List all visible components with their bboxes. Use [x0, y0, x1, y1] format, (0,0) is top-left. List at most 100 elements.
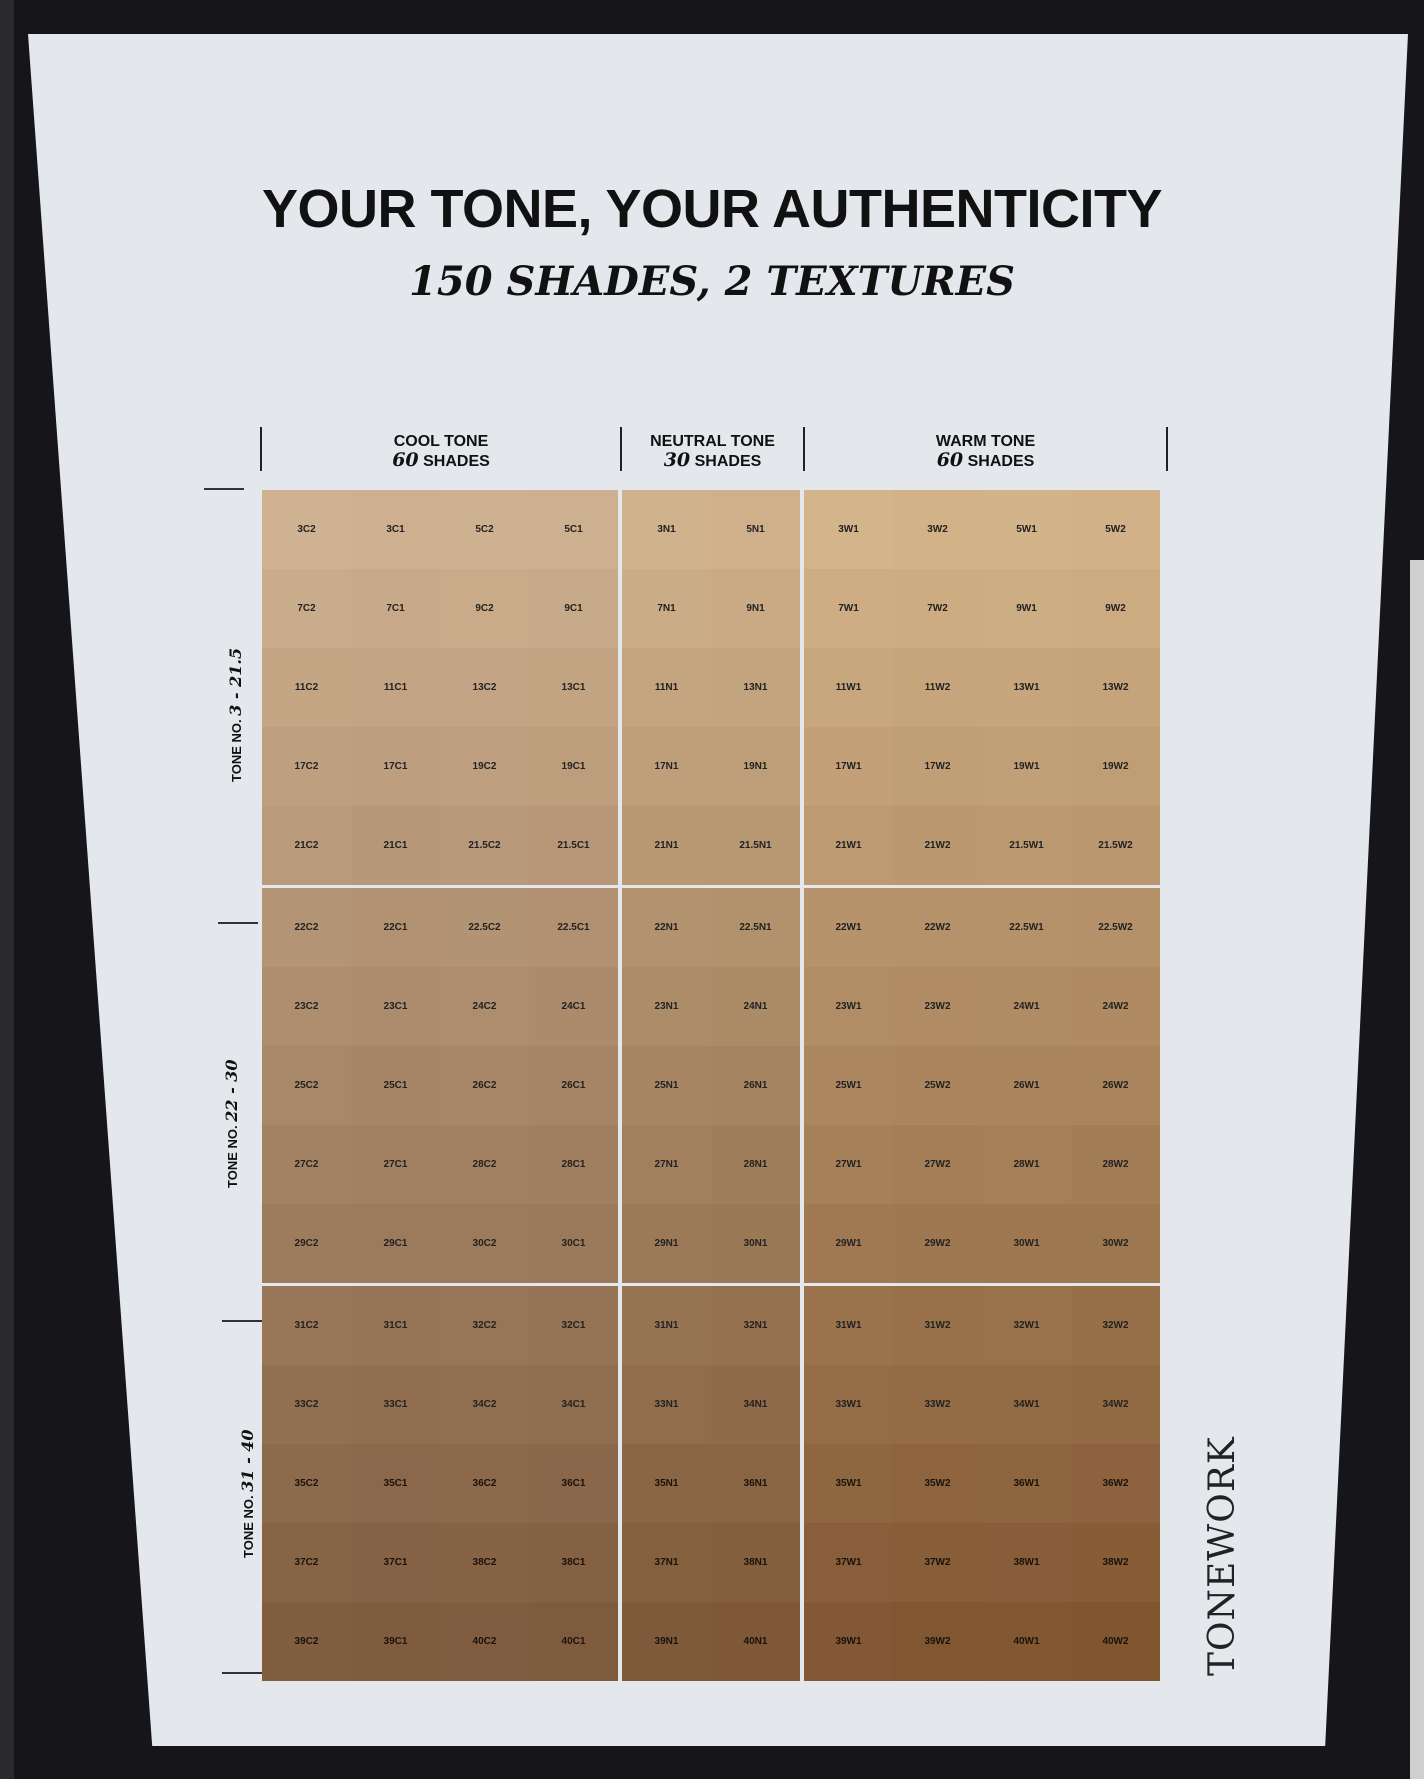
shade-swatch: 34W2	[1071, 1365, 1160, 1444]
shade-swatch: 34C1	[529, 1365, 618, 1444]
header-divider	[803, 427, 805, 471]
shade-swatch: 5C2	[440, 490, 529, 569]
shade-swatch: 27C2	[262, 1125, 351, 1204]
shade-swatch: 40W2	[1071, 1602, 1160, 1681]
shade-swatch: 28N1	[711, 1125, 800, 1204]
shade-swatch: 23W1	[804, 967, 893, 1046]
side-label-medium: TONE NO. 22 - 30	[222, 1059, 243, 1188]
shade-swatch: 36C1	[529, 1444, 618, 1523]
background-left	[0, 0, 14, 1779]
shade-swatch: 29C2	[262, 1204, 351, 1283]
shade-swatch: 36W1	[982, 1444, 1071, 1523]
shade-swatch: 17C1	[351, 727, 440, 806]
header-divider	[1166, 427, 1168, 471]
shade-swatch: 24W2	[1071, 967, 1160, 1046]
shade-swatch: 38C2	[440, 1523, 529, 1602]
shade-swatch: 25N1	[622, 1046, 711, 1125]
shade-swatch: 13C2	[440, 648, 529, 727]
shade-swatch: 21W2	[893, 806, 982, 885]
shade-swatch: 32W1	[982, 1286, 1071, 1365]
shade-swatch: 31C2	[262, 1286, 351, 1365]
shade-swatch: 22N1	[622, 888, 711, 967]
header-unit: SHADES	[967, 453, 1035, 470]
shade-swatch: 19N1	[711, 727, 800, 806]
side-label-prefix: TONE NO.	[225, 1125, 240, 1188]
shade-swatch: 28C1	[529, 1125, 618, 1204]
shade-swatch: 21.5N1	[711, 806, 800, 885]
shade-swatch: 3C1	[351, 490, 440, 569]
shade-swatch: 37C2	[262, 1523, 351, 1602]
shade-swatch: 3W1	[804, 490, 893, 569]
header-warm: WARM TONE 60 SHADES	[805, 432, 1166, 471]
shade-swatch: 23C1	[351, 967, 440, 1046]
shade-swatch: 5N1	[711, 490, 800, 569]
shade-swatch: 23C2	[262, 967, 351, 1046]
shade-swatch: 22C1	[351, 888, 440, 967]
header-cool: COOL TONE 60 SHADES	[262, 432, 620, 471]
shade-swatch: 9W1	[982, 569, 1071, 648]
shade-group-warm: 3W1 3W2 5W1 5W2 7W1 7W2 9W1 9W2 11W1 11W2 13W1 13W2…	[804, 490, 1160, 885]
shade-swatch: 9N1	[711, 569, 800, 648]
shade-swatch: 11W2	[893, 648, 982, 727]
brand-logo: TONEWORK	[1202, 1436, 1243, 1676]
header-count: 60	[392, 449, 419, 471]
shade-swatch: 19C2	[440, 727, 529, 806]
shade-swatch: 29C1	[351, 1204, 440, 1283]
shade-swatch: 31N1	[622, 1286, 711, 1365]
shade-swatch: 21W1	[804, 806, 893, 885]
shade-swatch: 30W1	[982, 1204, 1071, 1283]
shade-swatch: 24N1	[711, 967, 800, 1046]
shade-swatch: 21.5C2	[440, 806, 529, 885]
shade-swatch: 11C1	[351, 648, 440, 727]
shade-swatch: 11C2	[262, 648, 351, 727]
shade-swatch: 17W2	[893, 727, 982, 806]
side-label-light: TONE NO. 3 - 21.5	[226, 648, 247, 782]
shade-swatch: 29N1	[622, 1204, 711, 1283]
shade-swatch: 25W2	[893, 1046, 982, 1125]
shade-swatch: 37W1	[804, 1523, 893, 1602]
shade-swatch: 28W2	[1071, 1125, 1160, 1204]
shade-group-neutral: 3N1 5N1 7N1 9N1 11N1 13N1 17N1 19N1 21N1 21.5N1	[622, 490, 800, 885]
shade-group-cool: 3C2 3C1 5C2 5C1 7C2 7C1 9C2 9C1 11C2 11C1 13C2 13C1…	[262, 490, 618, 885]
shade-swatch: 39W2	[893, 1602, 982, 1681]
side-label-range: 31 - 40	[238, 1429, 257, 1492]
tone-range-tick	[218, 922, 258, 924]
shade-swatch: 32C1	[529, 1286, 618, 1365]
shade-swatch: 39C2	[262, 1602, 351, 1681]
shade-swatch: 31W2	[893, 1286, 982, 1365]
shade-group-neutral: 31N1 32N1 33N1 34N1 35N1 36N1 37N1 38N1 39N1 40N1	[622, 1286, 800, 1681]
shade-swatch: 7W2	[893, 569, 982, 648]
header-name: COOL TONE	[393, 433, 489, 450]
shade-group-neutral: 22N1 22.5N1 23N1 24N1 25N1 26N1 27N1 28N1 29N1 30…	[622, 888, 800, 1283]
shade-swatch: 40W1	[982, 1602, 1071, 1681]
shade-swatch: 9W2	[1071, 569, 1160, 648]
shade-swatch: 13W2	[1071, 648, 1160, 727]
shade-swatch: 21C1	[351, 806, 440, 885]
shade-swatch: 22C2	[262, 888, 351, 967]
header-name: NEUTRAL TONE	[650, 433, 775, 450]
shade-group-cool: 22C2 22C1 22.5C2 22.5C1 23C2 23C1 24C2 24C1 25C2…	[262, 888, 618, 1283]
shade-swatch: 40C1	[529, 1602, 618, 1681]
side-label-range: 3 - 21.5	[226, 647, 245, 716]
shade-swatch: 33C2	[262, 1365, 351, 1444]
tone-range-tick	[222, 1320, 262, 1322]
shade-swatch: 21N1	[622, 806, 711, 885]
shade-swatch: 33W2	[893, 1365, 982, 1444]
background-floor	[1410, 560, 1424, 1779]
shade-swatch: 17N1	[622, 727, 711, 806]
shade-swatch: 21.5W1	[982, 806, 1071, 885]
shade-swatch: 28W1	[982, 1125, 1071, 1204]
shade-swatch: 3W2	[893, 490, 982, 569]
shade-swatch: 7W1	[804, 569, 893, 648]
shade-swatch: 34C2	[440, 1365, 529, 1444]
shade-swatch: 29W2	[893, 1204, 982, 1283]
poster-subtitle: 150 SHADES, 2 TEXTURES	[409, 258, 1015, 305]
shade-swatch: 5W2	[1071, 490, 1160, 569]
shade-swatch: 33N1	[622, 1365, 711, 1444]
shade-swatch: 31W1	[804, 1286, 893, 1365]
shade-swatch: 31C1	[351, 1286, 440, 1365]
shade-swatch: 27N1	[622, 1125, 711, 1204]
shade-swatch: 22W2	[893, 888, 982, 967]
shade-swatch: 22.5C2	[440, 888, 529, 967]
shade-swatch: 37W2	[893, 1523, 982, 1602]
